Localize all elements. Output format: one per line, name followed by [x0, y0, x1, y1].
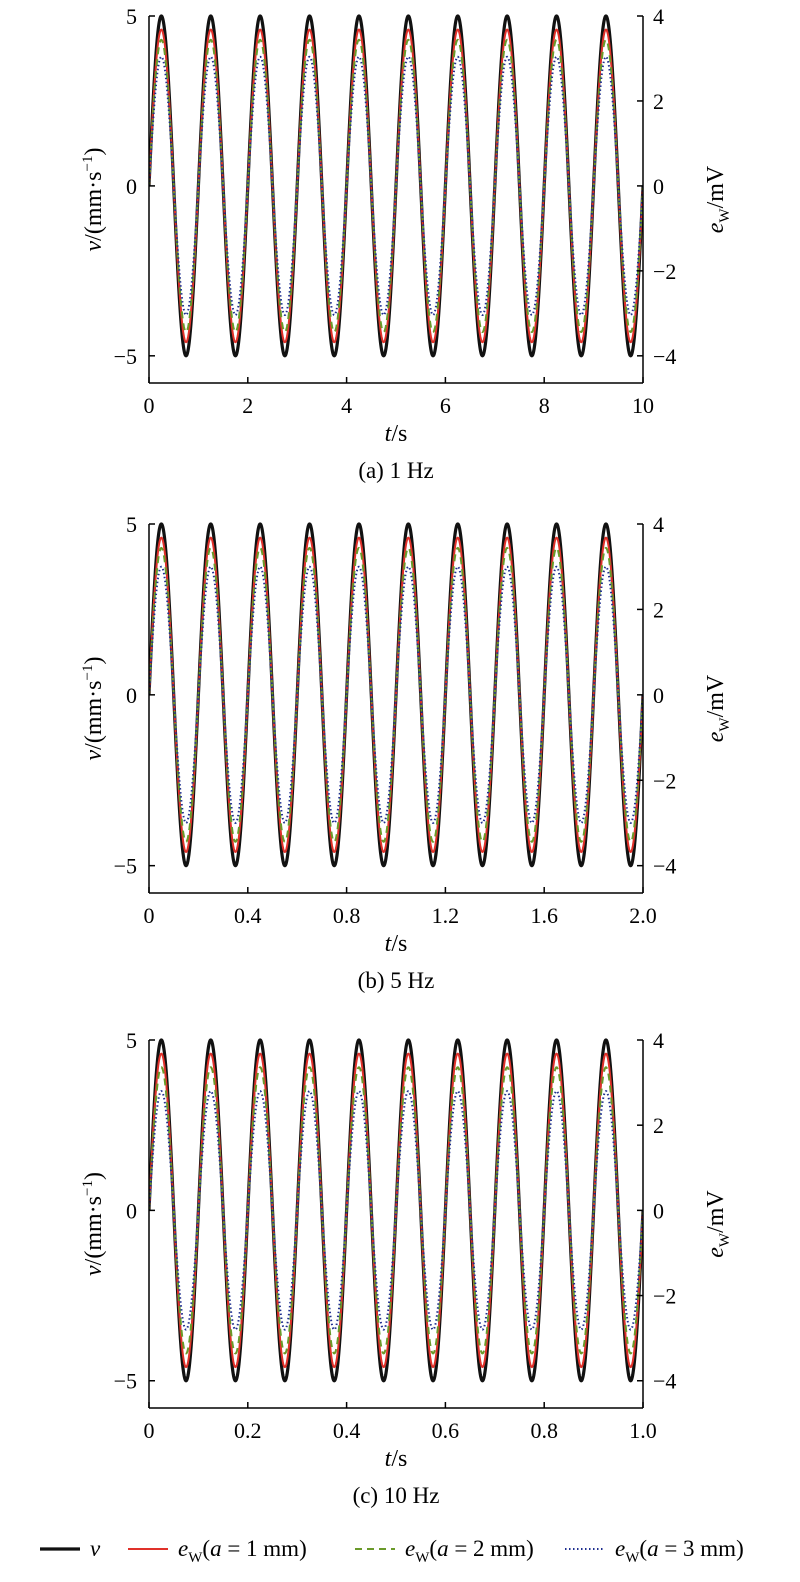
x-tick-label: 10	[632, 393, 654, 418]
x-tick-label: 2	[242, 393, 253, 418]
y-right-tick-label: 2	[653, 89, 664, 114]
axes	[148, 16, 644, 384]
panel-caption: (b) 5 Hz	[358, 968, 435, 993]
y-left-tick-label: 0	[126, 174, 137, 199]
panel-caption: (a) 1 Hz	[358, 458, 433, 483]
axes	[148, 524, 644, 894]
x-tick-label: 0.2	[234, 1418, 262, 1443]
legend-item-2: eW(a = 1 mm)	[128, 1536, 307, 1566]
chart-panels: 0 2 4 6 8 10 −5 0 5 −4 −2 0 2 4 t/s (a) 1 Hz v/(mm·s−1) e…	[80, 4, 733, 1508]
chart-panel-3: 0 0.2 0.4 0.6 0.8 1.0 −5 0 5 −4 −2 0 2 4 t/s (c) 10 Hz v…	[80, 1028, 733, 1508]
series-line-4	[149, 55, 643, 317]
y-left-tick-label: 5	[126, 4, 137, 29]
x-axis-label: t/s	[385, 931, 408, 957]
y-left-tick-label: 0	[126, 683, 137, 708]
y-left-axis-label: v/(mm·s−1)	[80, 1172, 107, 1276]
y-right-tick-label: −2	[653, 259, 676, 284]
x-tick-label: 0	[144, 1418, 155, 1443]
y-left-tick-label: 5	[126, 512, 137, 537]
x-tick-label: 1.0	[629, 1418, 657, 1443]
x-tick-label: 2.0	[629, 903, 657, 928]
y-right-tick-label: 0	[653, 174, 664, 199]
y-right-tick-label: 0	[653, 683, 664, 708]
y-right-tick-label: 4	[653, 512, 664, 537]
series-lines	[149, 522, 643, 868]
legend-label: eW(a = 1 mm)	[178, 1536, 307, 1566]
x-tick-label: 0.4	[333, 1418, 361, 1443]
y-right-axis-label: eW/mV	[703, 1190, 733, 1258]
y-right-tick-label: −2	[653, 768, 676, 793]
x-tick-label: 0	[144, 393, 155, 418]
y-left-tick-label: 5	[126, 1028, 137, 1053]
y-left-tick-label: 0	[126, 1198, 137, 1223]
legend: v eW(a = 1 mm) eW(a = 2 mm) eW(a = 3 mm)	[40, 1536, 744, 1566]
series-line-4	[149, 1090, 643, 1331]
x-tick-label: 0.8	[333, 903, 361, 928]
x-tick-label: 1.6	[530, 903, 558, 928]
x-tick-label: 0.8	[530, 1418, 558, 1443]
panel-caption: (c) 10 Hz	[353, 1483, 440, 1508]
legend-label: eW(a = 2 mm)	[405, 1536, 534, 1566]
y-right-tick-label: 4	[653, 1028, 664, 1053]
x-tick-label: 4	[341, 393, 352, 418]
series-lines	[149, 14, 643, 358]
y-right-tick-label: −4	[653, 854, 676, 879]
series-line-4	[149, 565, 643, 824]
y-left-tick-label: −5	[114, 1369, 137, 1394]
legend-item-4: eW(a = 3 mm)	[565, 1536, 744, 1566]
x-tick-label: 0	[144, 903, 155, 928]
legend-item-3: eW(a = 2 mm)	[355, 1536, 534, 1566]
series-lines	[149, 1038, 643, 1383]
x-tick-label: 0.6	[432, 1418, 460, 1443]
x-tick-label: 0.4	[234, 903, 262, 928]
y-right-tick-label: 4	[653, 4, 664, 29]
legend-label: eW(a = 3 mm)	[615, 1536, 744, 1566]
chart-panel-1: 0 2 4 6 8 10 −5 0 5 −4 −2 0 2 4 t/s (a) 1 Hz v/(mm·s−1) e…	[80, 4, 733, 483]
x-tick-label: 6	[440, 393, 451, 418]
y-left-axis-label: v/(mm·s−1)	[80, 148, 107, 252]
axes	[148, 1040, 644, 1409]
y-right-tick-label: 0	[653, 1198, 664, 1223]
y-right-tick-label: 2	[653, 597, 664, 622]
y-right-tick-label: −4	[653, 1369, 676, 1394]
y-left-axis-label: v/(mm·s−1)	[80, 657, 107, 761]
x-tick-label: 8	[539, 393, 550, 418]
x-tick-label: 1.2	[432, 903, 460, 928]
legend-label: v	[90, 1536, 101, 1561]
y-left-tick-label: −5	[114, 344, 137, 369]
legend-item-1: v	[40, 1536, 101, 1561]
y-right-tick-label: −4	[653, 344, 676, 369]
x-axis-label: t/s	[385, 1446, 408, 1472]
x-axis-label: t/s	[385, 421, 408, 447]
y-right-tick-label: 2	[653, 1113, 664, 1138]
y-left-tick-label: −5	[114, 854, 137, 879]
y-right-axis-label: eW/mV	[703, 165, 733, 233]
y-right-axis-label: eW/mV	[703, 674, 733, 742]
chart-panel-2: 0 0.4 0.8 1.2 1.6 2.0 −5 0 5 −4 −2 0 2 4 t/s (b) 5 Hz v/…	[80, 512, 733, 993]
y-right-tick-label: −2	[653, 1284, 676, 1309]
